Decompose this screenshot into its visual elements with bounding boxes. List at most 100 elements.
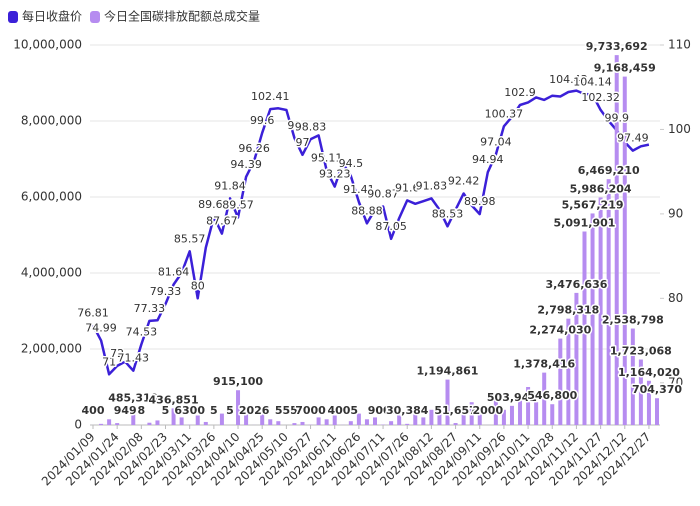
legend-swatch xyxy=(8,11,18,23)
bar xyxy=(373,417,377,425)
bar xyxy=(582,231,587,425)
line-value-label: 96.26 xyxy=(238,142,270,155)
bar xyxy=(413,413,418,425)
bar xyxy=(558,338,563,425)
bar xyxy=(115,423,120,425)
bar-value-label: 2,538,798 xyxy=(602,314,664,327)
bar xyxy=(324,419,329,425)
bar-value-label: 4005 xyxy=(327,404,358,417)
line-value-label: 90.87 xyxy=(367,188,399,201)
bar-value-label: 2000 xyxy=(472,404,503,417)
bar xyxy=(397,415,402,425)
bar xyxy=(219,413,224,425)
legend-label: 今日全国碳排放配额总成交量 xyxy=(104,9,260,24)
bar-value-label: 9,733,692 xyxy=(586,40,648,53)
bar-value-label: 400 xyxy=(82,404,105,417)
bar xyxy=(429,409,434,425)
line-value-label: 91.83 xyxy=(416,179,448,192)
bar xyxy=(421,417,426,425)
line-value-label: 79.33 xyxy=(150,285,182,298)
line-value-label: 92.42 xyxy=(448,174,480,187)
y-tick-label: 10,000,000 xyxy=(13,38,82,52)
bar xyxy=(614,55,619,426)
bar xyxy=(646,380,651,425)
bar xyxy=(638,359,643,425)
bar xyxy=(107,419,112,425)
line-value-label: 88.88 xyxy=(351,204,383,217)
line-value-label: 76.81 xyxy=(77,306,109,319)
bar xyxy=(469,402,474,425)
bar xyxy=(292,423,297,425)
bar-value-label: 555 xyxy=(275,404,298,417)
line-value-label: 104.43 xyxy=(549,73,588,86)
y-tick-label: 2,000,000 xyxy=(21,342,82,356)
line-value-label: 102.32 xyxy=(581,91,620,104)
bar-value-label: 51,657 xyxy=(434,404,476,417)
line-value-label: 77.33 xyxy=(134,302,166,315)
bar-value-label: 915,100 xyxy=(213,375,263,388)
line-value-label: 98.83 xyxy=(295,120,327,133)
bar-value-label: 9,168,459 xyxy=(594,62,656,75)
line-value-label: 94.5 xyxy=(339,157,364,170)
bar xyxy=(195,415,200,425)
bar-value-label: 1,164,020 xyxy=(618,366,680,379)
y-tick-label: 4,000,000 xyxy=(21,266,82,280)
bar xyxy=(509,405,514,425)
bar-value-label: 7000 xyxy=(295,404,326,417)
y2-tick-label: 70 xyxy=(668,375,683,389)
bar xyxy=(356,413,361,425)
bar xyxy=(131,406,136,425)
bar xyxy=(526,387,531,425)
line-value-label: 102.9 xyxy=(504,86,536,99)
bar xyxy=(606,179,611,425)
bar xyxy=(179,417,184,425)
bar-value-label: 5 xyxy=(226,404,234,417)
line-value-label: 93.23 xyxy=(319,168,351,181)
bar xyxy=(534,402,539,425)
line-value-label: 95.11 xyxy=(311,152,343,165)
bar xyxy=(389,421,394,425)
bar xyxy=(542,372,547,425)
line-value-label: 72 xyxy=(110,347,124,360)
legend-label: 每日收盘价 xyxy=(22,9,82,24)
line-value-label: 85.57 xyxy=(174,232,206,245)
bar xyxy=(155,420,160,425)
line-value-label: 104.14 xyxy=(573,75,612,88)
line-value-label: 94.39 xyxy=(230,158,262,171)
bar-value-label: 1,723,068 xyxy=(610,345,672,358)
line-value-label: 89.98 xyxy=(464,195,496,208)
line-value-label: 99.9 xyxy=(604,111,629,124)
bar xyxy=(332,415,337,425)
bar xyxy=(300,421,305,425)
bar xyxy=(348,421,353,425)
bar xyxy=(171,408,176,425)
line-value-label: 71.43 xyxy=(118,352,150,365)
bar xyxy=(453,423,458,425)
bar-value-label: 546,800 xyxy=(527,389,577,402)
y-tick-label: 8,000,000 xyxy=(21,114,82,128)
legend-swatch xyxy=(90,11,100,23)
line-value-label: 81.64 xyxy=(158,265,190,278)
line-value-label: 97.49 xyxy=(617,132,649,145)
line-value-label: 100.37 xyxy=(485,107,524,120)
bar xyxy=(405,423,410,425)
bar-value-label: 5 xyxy=(210,404,218,417)
bar xyxy=(477,413,482,425)
bar-value-label: 5 xyxy=(162,404,170,417)
line-value-label: 102.41 xyxy=(251,90,290,103)
bar-value-label: 2,798,318 xyxy=(537,304,599,317)
line-value-label: 91.84 xyxy=(214,179,246,192)
y2-tick-label: 90 xyxy=(668,206,683,220)
bar xyxy=(493,398,498,425)
bar-value-label: 1,378,416 xyxy=(513,358,575,371)
bar-value-label: 30,384 xyxy=(386,404,429,417)
bar xyxy=(590,213,595,425)
line-value-label: 97 xyxy=(295,136,309,149)
bar xyxy=(566,318,571,425)
line-value-label: 74.53 xyxy=(126,326,158,339)
y2-tick-label: 110 xyxy=(668,38,691,52)
bar xyxy=(276,421,281,425)
bar xyxy=(501,409,506,425)
line-value-label: 91.41 xyxy=(343,183,375,196)
